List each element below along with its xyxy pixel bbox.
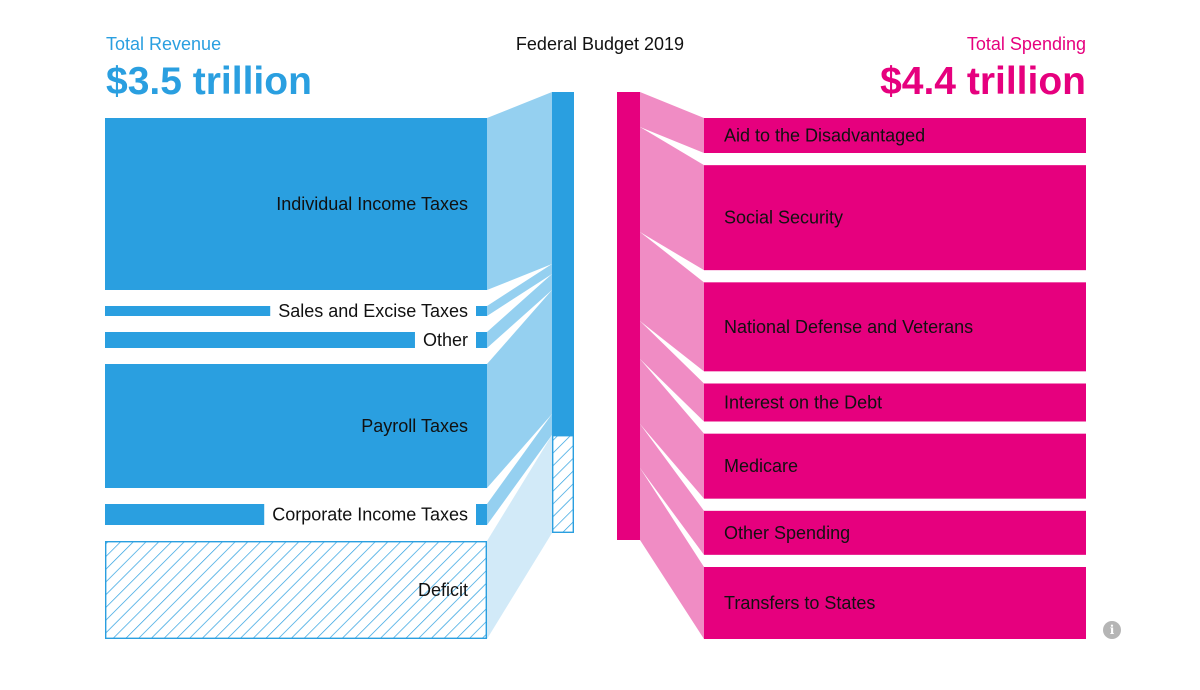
flow-social-security bbox=[640, 127, 704, 271]
label-bg-corporate-income-taxes bbox=[264, 504, 476, 525]
total-spending-value: $4.4 trillion bbox=[880, 60, 1086, 103]
node-interest-on-the-debt bbox=[704, 383, 1086, 422]
node-other bbox=[105, 332, 487, 348]
flow-other bbox=[487, 274, 552, 348]
label-interest-on-the-debt: Interest on the Debt bbox=[724, 393, 882, 413]
chart-title: Federal Budget 2019 bbox=[515, 34, 685, 54]
node-individual-income-taxes bbox=[105, 118, 487, 290]
label-deficit: Deficit bbox=[418, 580, 468, 600]
flow-interest-on-the-debt bbox=[640, 321, 704, 422]
label-sales-and-excise-taxes: Sales and Excise Taxes bbox=[278, 301, 468, 321]
node-payroll-taxes bbox=[105, 364, 487, 488]
center-deficit-bar bbox=[552, 435, 575, 534]
label-national-defense-and-veterans: National Defense and Veterans bbox=[724, 317, 973, 337]
node-transfers-to-states bbox=[704, 567, 1086, 639]
label-transfers-to-states: Transfers to States bbox=[724, 593, 875, 613]
flow-individual-income-taxes bbox=[487, 92, 552, 290]
flow-aid-to-the-disadvantaged bbox=[640, 92, 704, 153]
total-revenue-value: $3.5 trillion bbox=[106, 60, 312, 103]
label-bg-sales-and-excise-taxes bbox=[270, 306, 476, 316]
nodes-group bbox=[104, 92, 1086, 640]
label-other: Other bbox=[423, 330, 468, 350]
flows-group bbox=[487, 92, 704, 639]
node-deficit bbox=[104, 541, 488, 640]
node-other-spending bbox=[704, 510, 1086, 555]
label-other-spending: Other Spending bbox=[724, 523, 850, 543]
flow-other-spending bbox=[640, 424, 704, 555]
center-revenue-bar bbox=[552, 92, 574, 435]
total-spending-label: Total Spending bbox=[966, 34, 1086, 54]
total-revenue-label: Total Revenue bbox=[106, 34, 222, 54]
node-medicare bbox=[704, 433, 1086, 499]
label-individual-income-taxes: Individual Income Taxes bbox=[276, 194, 468, 214]
label-bg-other bbox=[414, 332, 476, 348]
flow-sales-and-excise-taxes bbox=[487, 264, 552, 316]
flow-transfers-to-states bbox=[640, 468, 704, 639]
flow-national-defense-and-veterans bbox=[640, 232, 704, 372]
node-social-security bbox=[704, 165, 1086, 271]
label-medicare: Medicare bbox=[724, 456, 798, 476]
label-aid-to-the-disadvantaged: Aid to the Disadvantaged bbox=[724, 126, 925, 146]
center-spending-bar bbox=[617, 92, 640, 540]
node-aid-to-the-disadvantaged bbox=[704, 118, 1086, 153]
flow-medicare bbox=[640, 359, 704, 499]
labels-group: Individual Income Taxes Sales and Excise … bbox=[264, 126, 973, 613]
flow-deficit bbox=[487, 435, 552, 639]
info-icon[interactable]: i bbox=[1103, 621, 1121, 639]
flow-payroll-taxes bbox=[487, 290, 552, 488]
label-payroll-taxes: Payroll Taxes bbox=[361, 416, 468, 436]
label-corporate-income-taxes: Corporate Income Taxes bbox=[272, 505, 468, 525]
node-national-defense-and-veterans bbox=[704, 282, 1086, 372]
label-social-security: Social Security bbox=[724, 208, 843, 228]
flow-corporate-income-taxes bbox=[487, 414, 552, 525]
